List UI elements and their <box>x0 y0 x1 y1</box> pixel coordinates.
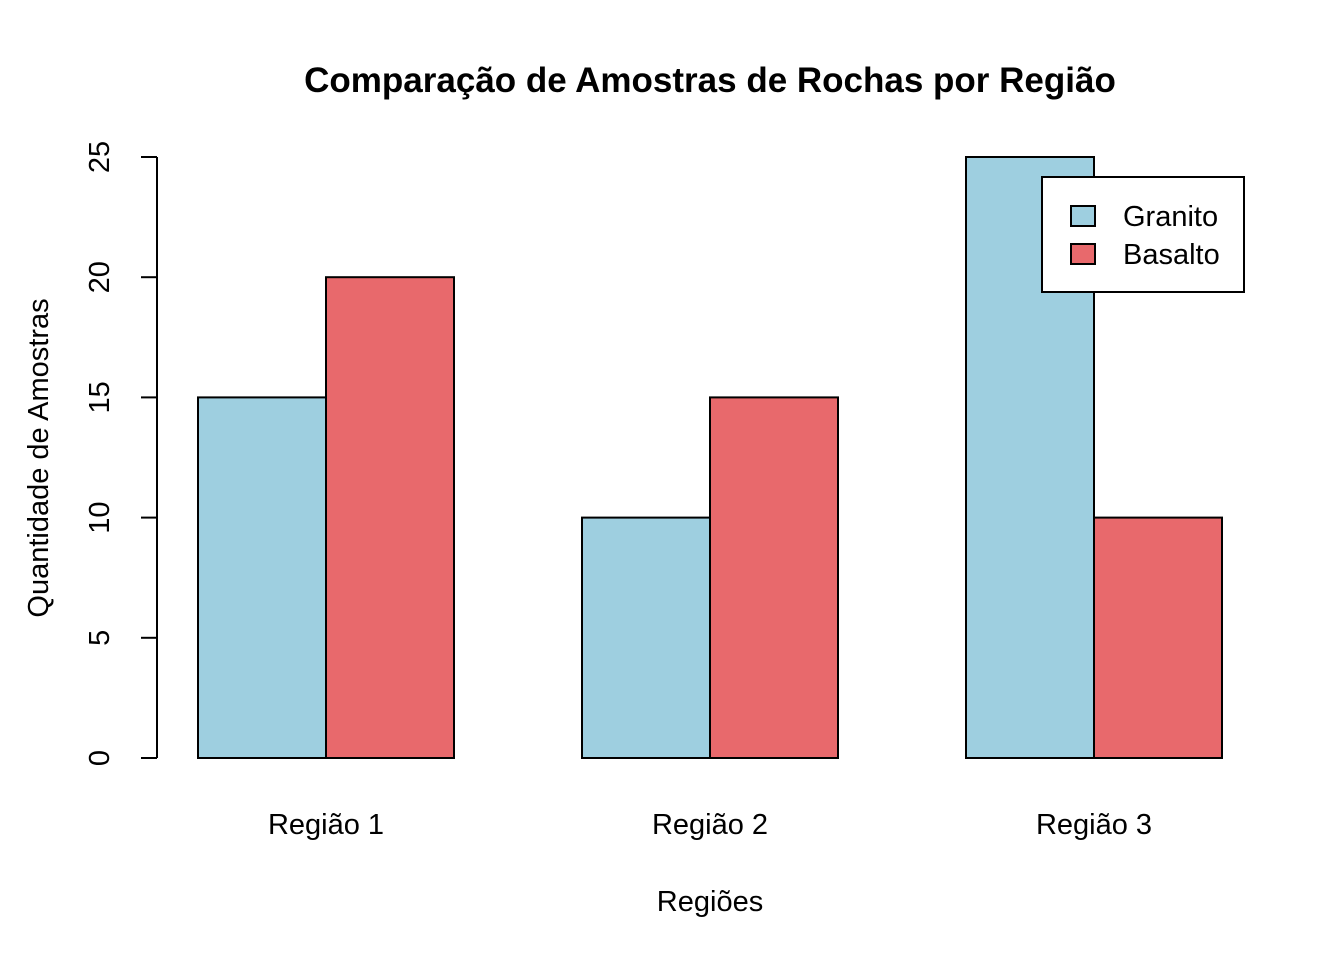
legend-swatch-basalto <box>1070 243 1096 265</box>
legend-label-granito: Granito <box>1123 201 1218 233</box>
bar-granito-2 <box>581 516 711 759</box>
x-axis-label: Regiões <box>657 886 763 918</box>
y-axis: 0 5 10 15 20 25 <box>84 141 158 766</box>
legend-swatch-granito <box>1070 205 1096 227</box>
x-category-label: Região 3 <box>1036 809 1152 841</box>
bar-basalto-3 <box>1093 516 1223 759</box>
bar-basalto-2 <box>709 396 839 759</box>
bar-basalto-1 <box>325 276 455 759</box>
y-tick-label: 10 <box>84 501 116 533</box>
legend-label-basalto: Basalto <box>1123 239 1220 271</box>
y-tick-label: 5 <box>84 630 116 646</box>
y-tick-label: 15 <box>84 381 116 413</box>
y-tick-label: 0 <box>84 750 116 766</box>
y-axis-label: Quantidade de Amostras <box>23 298 55 617</box>
bar-granito-1 <box>197 396 327 759</box>
y-tick-label: 20 <box>84 261 116 293</box>
y-tick-label: 25 <box>84 141 116 173</box>
bars-group <box>197 156 1223 759</box>
legend: Granito Basalto <box>1041 176 1245 293</box>
x-axis-categories: Região 1 Região 2 Região 3 <box>268 809 1152 841</box>
chart-title: Comparação de Amostras de Rochas por Reg… <box>304 61 1116 100</box>
x-category-label: Região 2 <box>652 809 768 841</box>
x-category-label: Região 1 <box>268 809 384 841</box>
legend-box <box>1041 176 1245 293</box>
